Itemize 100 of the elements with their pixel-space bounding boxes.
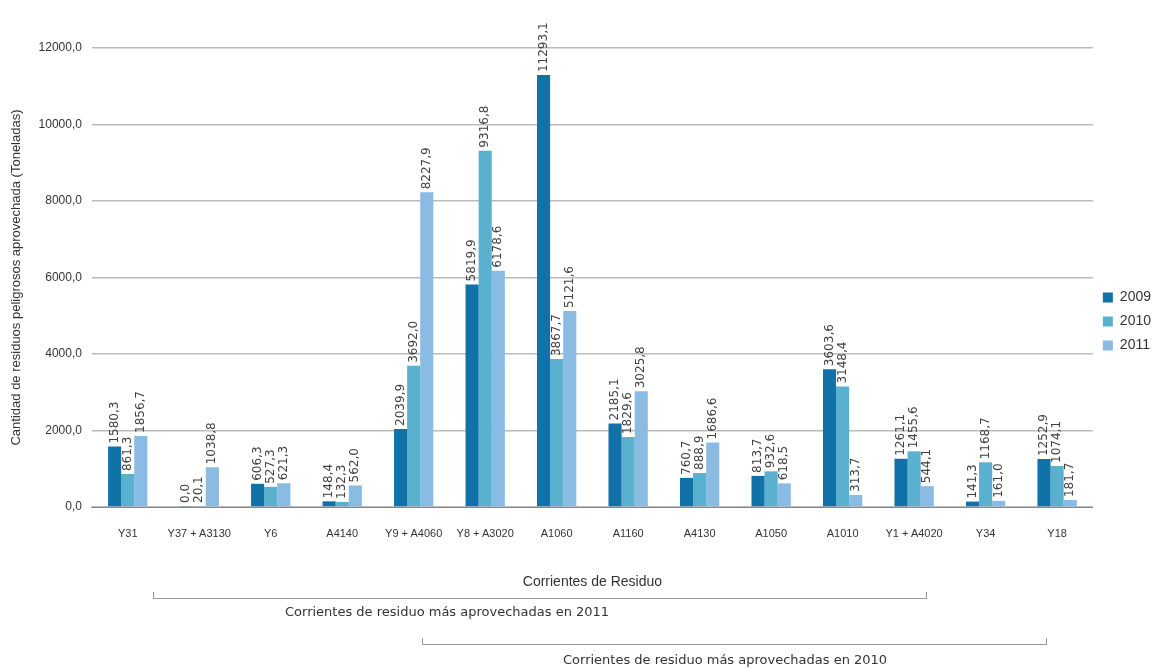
bar <box>251 483 265 507</box>
data-label: 544,1 <box>919 448 934 484</box>
bar <box>679 477 694 507</box>
bar <box>777 483 791 507</box>
x-tick-label: Y9 + A4060 <box>385 526 443 539</box>
x-tick-label: Y6 <box>263 526 278 539</box>
bar <box>979 462 993 507</box>
data-label: 132,3 <box>334 464 349 499</box>
data-label: 313,7 <box>847 457 862 492</box>
bar <box>478 150 492 507</box>
bar <box>537 75 551 507</box>
x-tick-label: Y1 + A4020 <box>885 526 943 539</box>
bar <box>108 446 122 507</box>
bar <box>1050 465 1064 507</box>
bar <box>264 486 278 507</box>
x-tick-label: Y34 <box>975 526 996 539</box>
data-label: 3025,8 <box>633 346 648 389</box>
legend-label: 2010 <box>1119 312 1152 329</box>
data-label: 8227,9 <box>418 147 433 190</box>
data-label: 11293,1 <box>535 22 550 73</box>
data-label: 5819,9 <box>464 239 479 282</box>
x-tick-label: A4140 <box>326 526 359 539</box>
x-tick-label: Y37 + A3130 <box>167 526 231 539</box>
legend-label: 2011 <box>1119 336 1151 353</box>
bar <box>563 311 577 507</box>
data-label: 3692,0 <box>405 320 420 363</box>
data-label: 1580,3 <box>106 401 121 444</box>
bar <box>465 284 479 507</box>
data-label: 932,6 <box>763 433 778 469</box>
data-label: 1455,6 <box>906 406 921 449</box>
data-label: 861,3 <box>119 436 134 472</box>
data-label: 3867,7 <box>548 314 563 357</box>
bar <box>420 192 434 507</box>
x-tick-label: A1010 <box>826 526 859 539</box>
bar <box>621 437 635 507</box>
bar <box>1063 500 1077 507</box>
x-tick-label: A1060 <box>540 526 573 539</box>
text: Corrientes de residuo más aprovechadas en 2010 <box>563 652 888 667</box>
data-label: 6178,6 <box>490 225 505 268</box>
data-label: 1074,1 <box>1049 420 1064 463</box>
bar <box>550 359 564 507</box>
data-label: 813,7 <box>750 438 765 473</box>
bar <box>693 473 707 507</box>
y-tick-label: 6000,0 <box>45 269 83 284</box>
bar <box>491 270 505 507</box>
y-tick-label: 8000,0 <box>45 193 83 208</box>
data-label: 148,4 <box>321 463 336 499</box>
bar <box>394 428 408 507</box>
y-tick-label: 0,0 <box>65 499 83 514</box>
bar <box>822 369 837 507</box>
data-label: 1856,7 <box>132 390 147 433</box>
data-label: 1168,7 <box>977 417 992 460</box>
data-label: 161,0 <box>990 463 1005 498</box>
bar <box>894 458 908 507</box>
legend-label: 2009 <box>1119 288 1152 305</box>
bar <box>751 475 765 507</box>
data-label: 562,0 <box>347 448 362 483</box>
y-tick-label: 4000,0 <box>45 346 83 361</box>
bar <box>907 451 921 507</box>
bar <box>121 474 135 507</box>
bar <box>764 471 778 507</box>
x-tick-label: A4130 <box>683 526 716 539</box>
data-label: 5121,6 <box>561 266 576 309</box>
data-label: 20,1 <box>191 476 206 503</box>
x-tick-label: Y31 <box>117 526 138 539</box>
bar <box>205 467 219 507</box>
data-label: 2039,9 <box>392 383 407 426</box>
data-label: 9316,8 <box>477 105 492 148</box>
y-tick-label: 12000,0 <box>38 40 83 55</box>
y-axis-title: Cantidad de residuos peligrosos aprovechada (Toneladas) <box>8 109 24 446</box>
data-label: 3603,6 <box>821 324 836 367</box>
x-tick-label: Y18 <box>1047 526 1067 539</box>
bar <box>335 501 349 507</box>
x-tick-label: Y8 + A3020 <box>456 526 514 539</box>
data-label: 141,3 <box>964 464 979 499</box>
bar <box>706 442 720 507</box>
data-label: 1829,6 <box>620 392 635 435</box>
bar <box>920 486 934 507</box>
bar <box>849 495 863 507</box>
data-label: 1038,8 <box>204 422 219 465</box>
bar <box>608 423 622 507</box>
data-label: 1261,1 <box>893 413 908 456</box>
data-label: 606,3 <box>249 446 264 481</box>
data-label: 3148,4 <box>834 341 849 384</box>
data-label: 888,9 <box>691 435 706 470</box>
x-tick-label: A1160 <box>612 526 644 539</box>
data-label: 760,7 <box>678 440 693 475</box>
data-label: 1252,9 <box>1036 414 1051 457</box>
x-tick-label: A1050 <box>755 526 788 539</box>
y-tick-label: 2000,0 <box>45 422 83 437</box>
y-tick-label: 10000,0 <box>38 116 83 131</box>
data-label: 1686,6 <box>704 397 719 440</box>
bar <box>277 483 291 507</box>
data-label: 618,5 <box>776 445 791 481</box>
data-label: 527,3 <box>262 449 277 484</box>
text: Corrientes de residuo más aprovechadas en 2011 <box>285 604 610 619</box>
x-axis-title: Corrientes de Residuo <box>522 573 663 590</box>
bar <box>836 386 850 507</box>
bar <box>348 485 362 507</box>
data-label: 621,3 <box>275 445 290 481</box>
